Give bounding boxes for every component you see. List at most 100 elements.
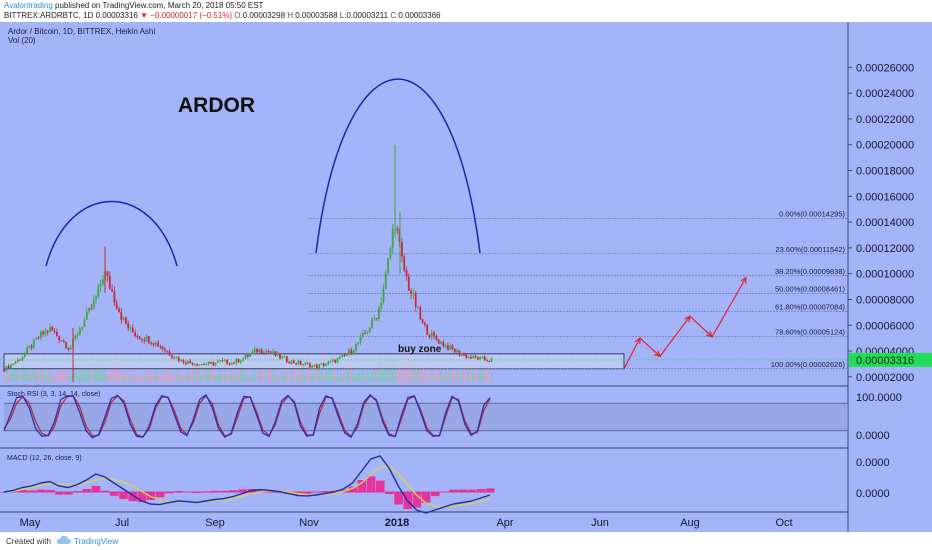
macd-histogram-bar <box>64 492 73 495</box>
volume-bar <box>265 364 268 382</box>
fib-level-label: 100.00%(0.00002626) <box>771 360 846 369</box>
candle-body <box>424 322 426 325</box>
main-legend: Ardor / Bitcoin, 1D, BITTREX, Heikin Ash… <box>8 27 155 36</box>
candle-body <box>198 364 201 366</box>
macd-histogram-bar <box>137 492 147 503</box>
volume-bar <box>42 368 44 382</box>
current-price: 0.00003316 <box>95 11 138 20</box>
candle-body <box>276 353 279 356</box>
chart-annotation-title: ARDOR <box>178 94 255 117</box>
price-tick-label: 0.00026000 <box>856 62 914 74</box>
volume-bar <box>391 361 394 382</box>
volume-bar <box>426 374 429 382</box>
volume-bar <box>345 369 348 382</box>
candle-body <box>417 307 419 309</box>
candle-body <box>44 330 47 335</box>
tradingview-brand[interactable]: TradingView <box>74 537 119 546</box>
volume-bar <box>320 365 323 382</box>
volume-bar <box>276 375 279 382</box>
volume-bar <box>368 373 371 382</box>
arc-left <box>45 200 178 267</box>
author-link[interactable]: Avalontrading <box>4 1 53 10</box>
candle-body <box>256 349 258 353</box>
candle-body <box>157 342 159 347</box>
price-scale-background[interactable] <box>848 22 932 532</box>
candle-body <box>159 346 162 348</box>
macd-histogram-bar <box>467 489 477 493</box>
chart-canvas[interactable]: 0.00%(0.00014295) 23.60%(0.00011542) 38.20… <box>0 22 932 532</box>
volume-bar <box>217 375 219 382</box>
candle-body <box>336 358 339 363</box>
candle-body <box>212 362 215 366</box>
macd-histogram-bar <box>275 492 284 493</box>
volume-bar <box>242 364 245 382</box>
volume-bar <box>46 374 49 382</box>
candle-body <box>290 360 293 364</box>
volume-bar <box>246 368 249 382</box>
volume-bar <box>428 368 431 382</box>
candle-body <box>421 319 424 323</box>
candle-body <box>444 345 447 347</box>
candle-body <box>283 356 286 358</box>
volume-bar <box>253 370 256 382</box>
buy-zone-label: buy zone <box>398 344 442 355</box>
volume-bar <box>230 370 233 382</box>
volume-bar <box>194 370 196 382</box>
candle-body <box>467 356 470 358</box>
candle-body <box>200 364 203 366</box>
volume-bars <box>3 354 493 382</box>
time-tick-label: Oct <box>775 517 792 529</box>
volume-bar <box>458 371 461 382</box>
time-tick-label: Jun <box>591 517 609 529</box>
volume-bar <box>486 373 488 382</box>
macd-histogram-bar <box>476 489 486 493</box>
candle-body <box>205 364 208 366</box>
candle-body <box>265 350 268 354</box>
macd-histogram-bar <box>55 492 64 495</box>
candle-body <box>108 275 111 290</box>
candle-body <box>315 364 318 368</box>
fib-level-label: 23.60%(0.00011542) <box>776 245 846 254</box>
candle-body <box>470 356 472 359</box>
volume-bar <box>7 374 10 382</box>
volume-bar <box>357 372 360 382</box>
stoch-rsi-pane: 100.0000 0.0000 <box>3 392 902 442</box>
volume-bar <box>348 365 350 382</box>
candle-body <box>191 363 194 365</box>
candle-body <box>269 351 272 353</box>
candle-body <box>481 356 484 358</box>
time-tick-label: Apr <box>496 517 513 529</box>
volume-bar <box>74 364 77 382</box>
candle-body <box>490 358 493 362</box>
candle-body <box>53 330 56 332</box>
candle-body <box>65 342 67 348</box>
candle-body <box>125 317 127 324</box>
candle-body <box>90 308 93 310</box>
volume-bar <box>394 360 396 382</box>
candle-body <box>97 286 100 297</box>
volume-bar <box>212 364 215 382</box>
volume-bar <box>456 369 458 382</box>
candle-body <box>134 332 136 336</box>
candle-body <box>122 317 125 320</box>
volume-bar <box>410 357 412 382</box>
candle-body <box>33 339 35 348</box>
candle-body <box>14 361 17 364</box>
candle-body <box>74 335 77 339</box>
candle-body <box>69 347 72 350</box>
candle-body <box>12 363 15 365</box>
fib-level-label: 0.00%(0.00014295) <box>779 209 845 218</box>
volume-bar <box>157 373 159 382</box>
candle-body <box>267 350 270 352</box>
volume-bar <box>366 369 369 382</box>
candle-body <box>28 345 31 348</box>
volume-bar <box>267 372 270 382</box>
time-tick-label: Aug <box>680 517 700 529</box>
candle-body <box>141 339 143 341</box>
volume-bar <box>290 370 293 382</box>
candle-body <box>274 351 277 356</box>
volume-bar <box>476 373 479 382</box>
candle-body <box>102 279 104 285</box>
candle-body <box>375 318 378 320</box>
candle-body <box>26 347 28 354</box>
